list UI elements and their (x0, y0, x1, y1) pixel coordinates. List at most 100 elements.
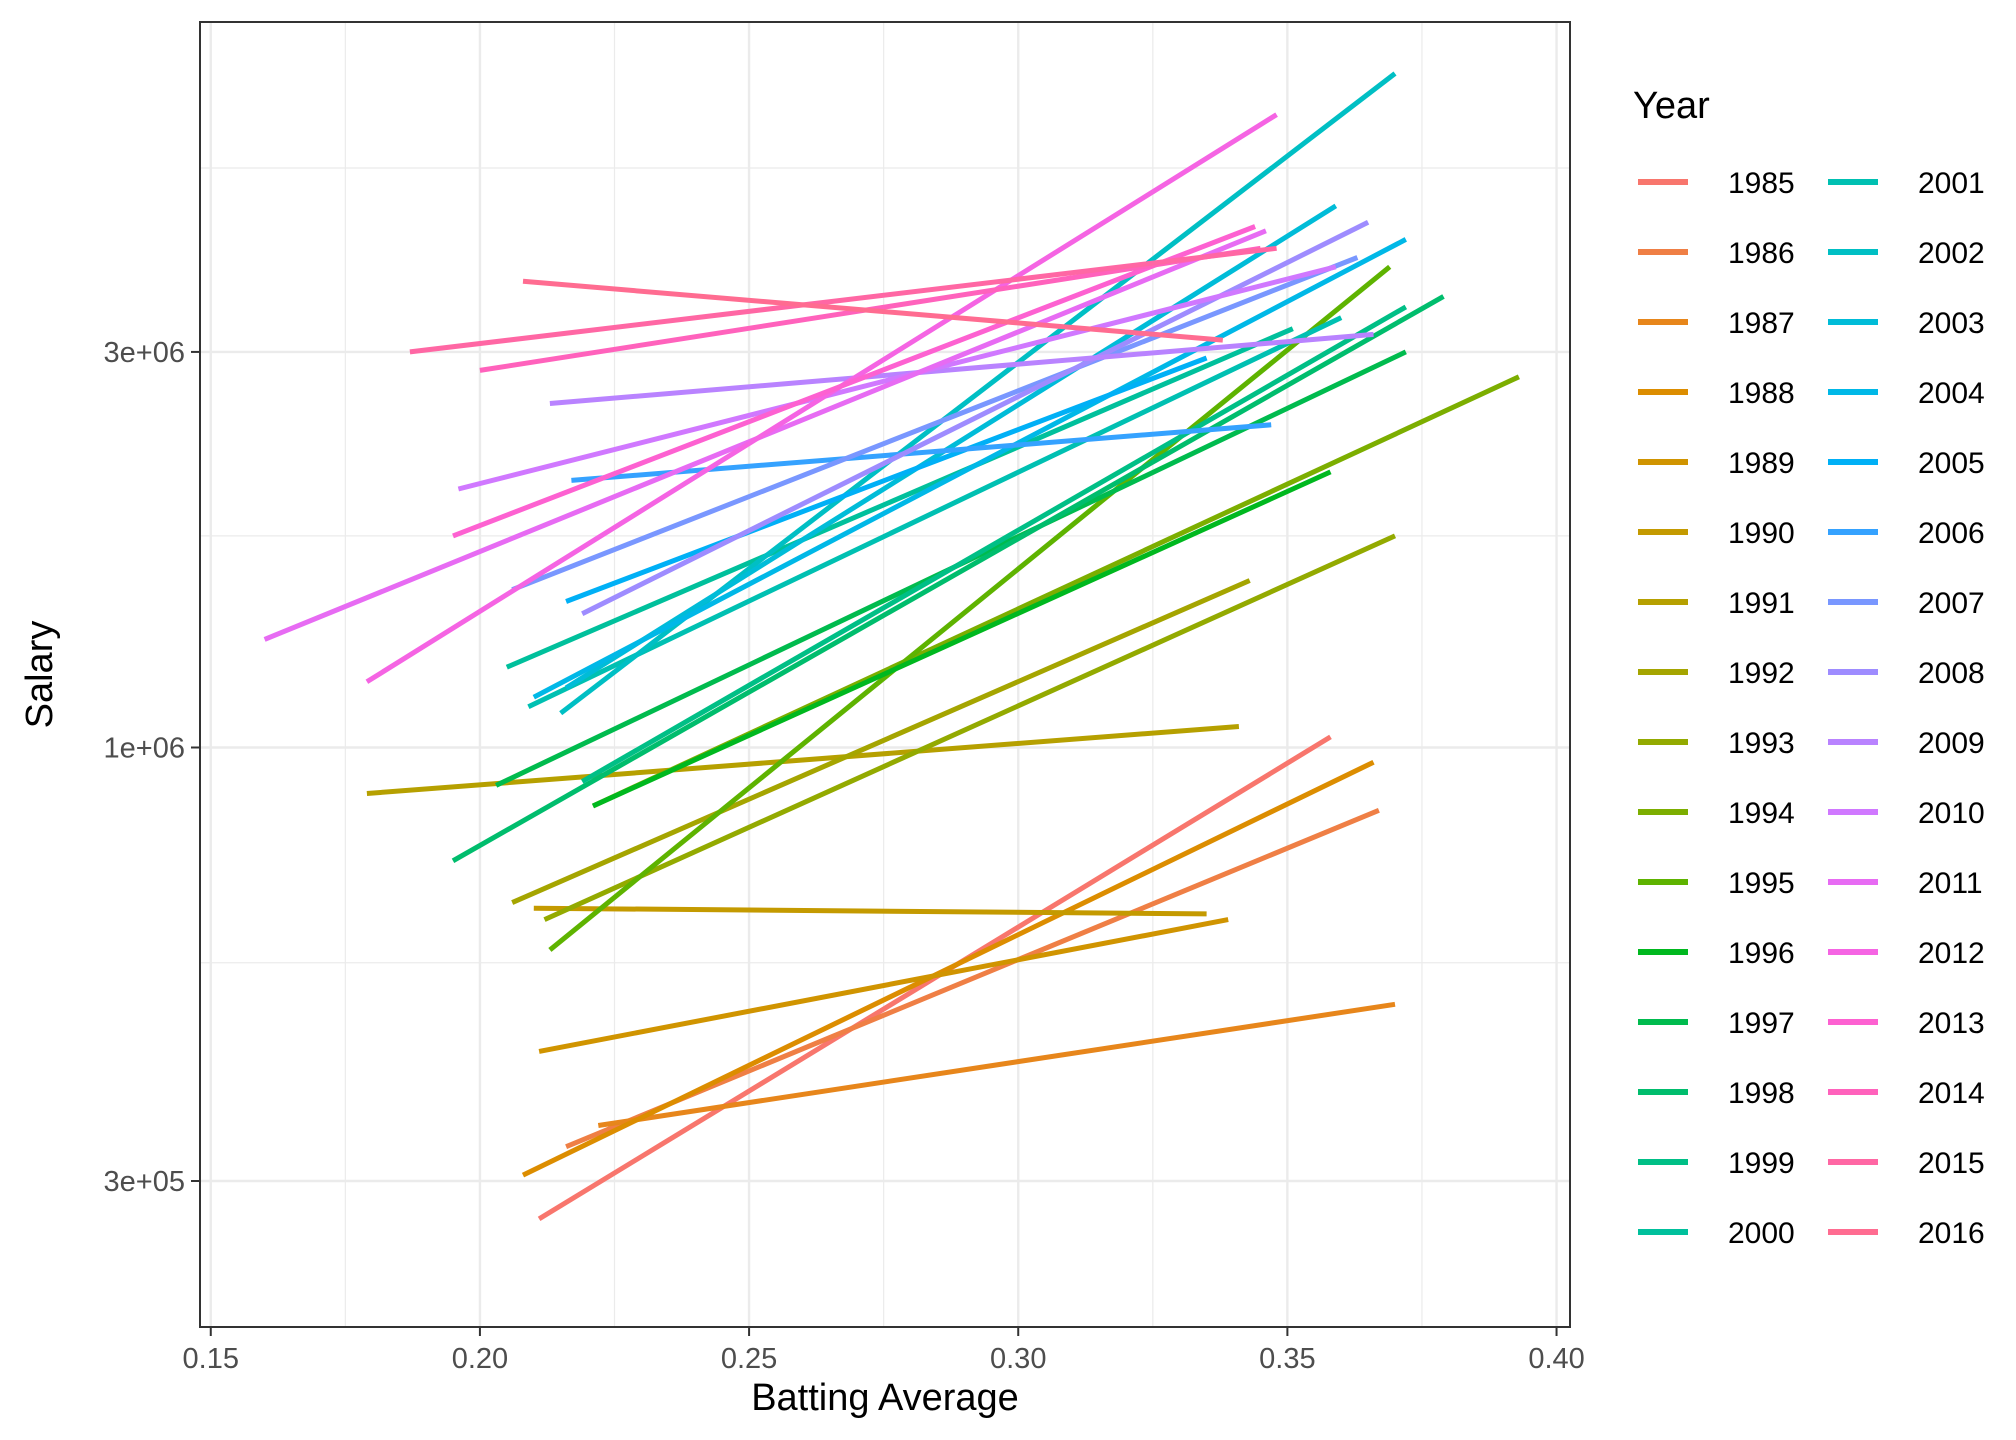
legend-label-1990: 1990 (1728, 517, 1795, 550)
series-line-2004 (532, 237, 1407, 700)
legend-label-2010: 2010 (1918, 797, 1985, 830)
legend-item-1990: 1990 (1638, 517, 1795, 550)
legend-label-1992: 1992 (1728, 657, 1795, 690)
legend-label-2014: 2014 (1918, 1077, 1985, 1110)
series-line-1999 (580, 304, 1408, 784)
series-line-1993 (543, 533, 1397, 922)
legend-item-1989: 1989 (1638, 447, 1795, 480)
series-line-1990 (533, 905, 1207, 917)
series-line-2015 (409, 245, 1277, 355)
legend-label-2013: 2013 (1918, 1007, 1985, 1040)
legend-label-2007: 2007 (1918, 587, 1985, 620)
legend-item-2008: 2008 (1828, 657, 1985, 690)
y-tick-label: 1e+06 (104, 732, 185, 764)
legend-item-1986: 1986 (1638, 237, 1795, 270)
legend-label-1985: 1985 (1728, 167, 1795, 200)
legend-label-2016: 2016 (1918, 1217, 1985, 1250)
series-line-2000 (505, 326, 1294, 670)
y-tick-label: 3e+06 (104, 337, 185, 369)
legend-item-2004: 2004 (1828, 377, 1985, 410)
legend-label-1991: 1991 (1728, 587, 1795, 620)
legend-item-1988: 1988 (1638, 377, 1795, 410)
legend-item-1993: 1993 (1638, 727, 1795, 760)
legend-item-2016: 2016 (1828, 1217, 1985, 1250)
legend-item-2005: 2005 (1828, 447, 1985, 480)
series-line-2006 (571, 422, 1272, 483)
x-tick-label: 0.25 (721, 1343, 777, 1375)
legend-item-1994: 1994 (1638, 797, 1795, 830)
series-line-2013 (452, 224, 1256, 539)
series-line-1992 (511, 578, 1251, 905)
legend-item-2002: 2002 (1828, 237, 1985, 270)
legend-label-2003: 2003 (1918, 307, 1985, 340)
x-axis-title: Batting Average (751, 1377, 1019, 1419)
series-line-2009 (549, 331, 1374, 406)
series-line-2012 (365, 112, 1278, 684)
legend-item-2010: 2010 (1828, 797, 1985, 830)
legend-item-2014: 2014 (1828, 1077, 1985, 1110)
series-line-2016 (522, 278, 1224, 343)
legend-item-1992: 1992 (1638, 657, 1795, 690)
legend-title: Year (1633, 85, 1710, 127)
series-line-1988 (521, 759, 1375, 1178)
legend-label-1996: 1996 (1728, 937, 1795, 970)
series-line-1995 (548, 264, 1392, 952)
legend-item-2009: 2009 (1828, 727, 1985, 760)
x-tick-label: 0.35 (1259, 1343, 1315, 1375)
axis-ticks (191, 350, 1558, 1336)
series-line-1996 (591, 469, 1332, 809)
series-line-1987 (597, 1001, 1396, 1128)
legend-item-2015: 2015 (1828, 1147, 1985, 1180)
legend-item-1997: 1997 (1638, 1007, 1795, 1040)
legend-label-1999: 1999 (1728, 1147, 1795, 1180)
legend-item-1999: 1999 (1638, 1147, 1795, 1180)
legend-item-2013: 2013 (1828, 1007, 1985, 1040)
legend-label-2002: 2002 (1918, 237, 1985, 270)
panel-border (199, 21, 1571, 1328)
legend-label-1997: 1997 (1728, 1007, 1795, 1040)
y-axis-title: Salary (19, 621, 61, 729)
legend-label-2000: 2000 (1728, 1217, 1795, 1250)
series-line-2008 (581, 220, 1370, 616)
legend-item-1995: 1995 (1638, 867, 1795, 900)
series-line-1991 (366, 724, 1240, 796)
legend-item-2011: 2011 (1828, 867, 1983, 900)
legend-label-2001: 2001 (1918, 167, 1985, 200)
legend-label-1988: 1988 (1728, 377, 1795, 410)
x-tick-label: 0.30 (990, 1343, 1046, 1375)
y-axis-tick-labels: 3e+05 1e+06 3e+06 (104, 337, 185, 1198)
series-line-2003 (564, 203, 1338, 691)
legend-item-2000: 2000 (1638, 1217, 1795, 1250)
legend-label-1987: 1987 (1728, 307, 1795, 340)
legend-label-1994: 1994 (1728, 797, 1795, 830)
legend-label-1998: 1998 (1728, 1077, 1795, 1110)
series-line-1998 (451, 294, 1445, 863)
legend-item-2007: 2007 (1828, 587, 1985, 620)
x-tick-label: 0.20 (452, 1343, 508, 1375)
legend-item-1985: 1985 (1638, 167, 1795, 200)
legend-label-2004: 2004 (1918, 377, 1985, 410)
series-lines (263, 71, 1520, 1222)
legend-item-2001: 2001 (1828, 167, 1985, 200)
y-tick-label: 3e+05 (104, 1166, 185, 1198)
legend-item-1996: 1996 (1638, 937, 1795, 970)
major-gridlines (200, 22, 1570, 1327)
series-line-1989 (538, 917, 1229, 1054)
series-line-2001 (527, 315, 1343, 709)
x-tick-label: 0.40 (1528, 1343, 1584, 1375)
legend-item-1998: 1998 (1638, 1077, 1795, 1110)
series-line-2010 (457, 264, 1337, 492)
series-line-2007 (511, 255, 1359, 593)
legend-label-1989: 1989 (1728, 447, 1795, 480)
series-line-2005 (565, 355, 1208, 604)
legend-label-2015: 2015 (1918, 1147, 1985, 1180)
legend-item-2006: 2006 (1828, 517, 1985, 550)
legend-label-1993: 1993 (1728, 727, 1795, 760)
x-axis-tick-labels: 0.15 0.20 0.25 0.30 0.35 0.40 (183, 1343, 1585, 1375)
legend-label-2012: 2012 (1918, 937, 1985, 970)
x-tick-label: 0.15 (183, 1343, 239, 1375)
legend-items: 1985 1986 1987 1988 1989 1990 1991 1992 1993 1994… (1638, 167, 1985, 1250)
